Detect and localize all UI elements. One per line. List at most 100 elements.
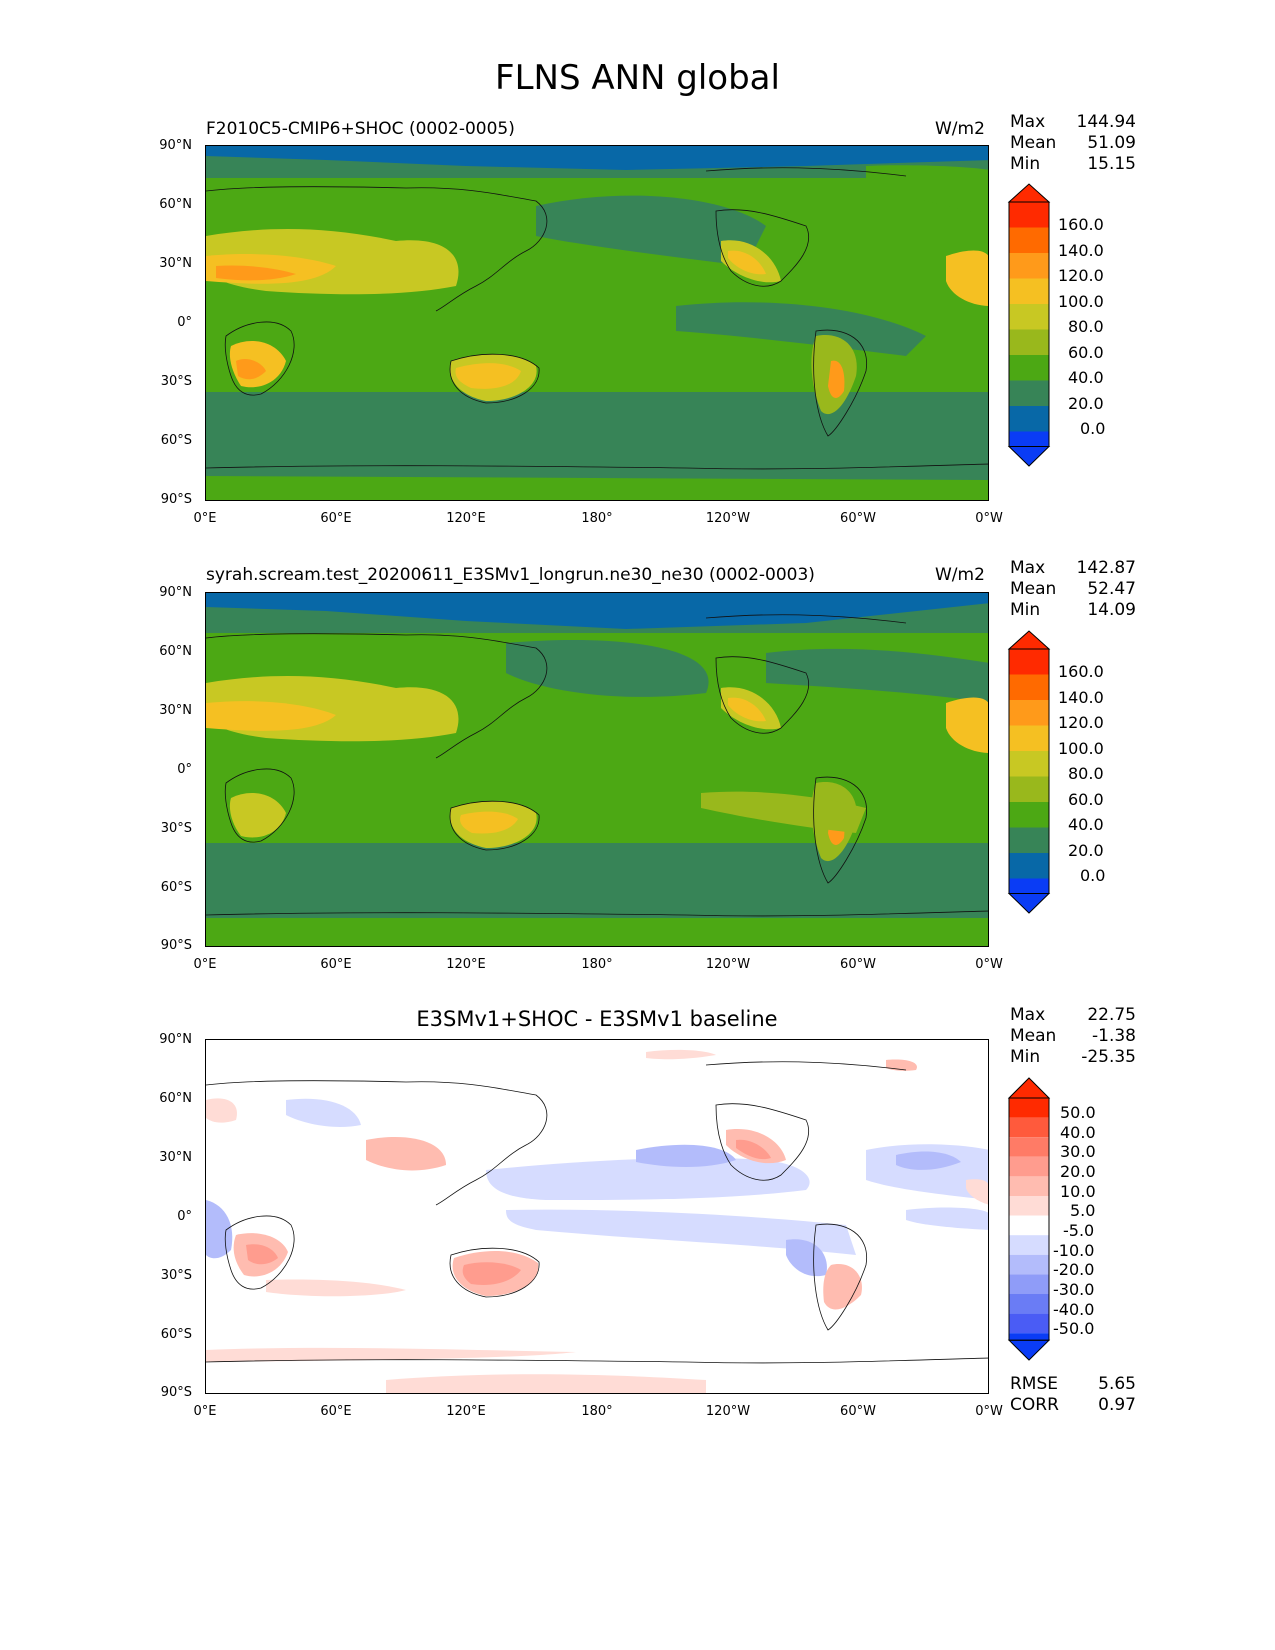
p1-lat-0: 0° [177,315,192,330]
stat-mean: Mean 51.09 [1010,133,1136,153]
p3-lon-0W: 0°W [975,1404,1003,1419]
stat-max: Max 22.75 [1010,1005,1136,1025]
p3-lon-60E: 60°E [320,1404,352,1419]
cbar-3-label-7: -10.0 [1053,1241,1095,1260]
figure-title: FLNS ANN global [495,58,780,98]
panel-3-field [206,1040,988,1393]
p2-lon-180: 180° [581,957,613,972]
cbar-1-label-2: 120.0 [1058,266,1104,285]
p2-lon-120E: 120°E [446,957,486,972]
cbar-3-label-11: -50.0 [1053,1319,1095,1338]
p2-lon-60E: 60°E [320,957,352,972]
cbar-2-label-2: 120.0 [1058,713,1104,732]
p3-lat-30S: 30°S [160,1268,192,1283]
panel-1-title: F2010C5-CMIP6+SHOC (0002-0005) [206,119,515,139]
cbar-3-label-0: 50.0 [1060,1103,1096,1122]
p1-lon-180: 180° [581,511,613,526]
panel-1-units: W/m2 [935,119,985,139]
cbar-2-label-1: 140.0 [1058,688,1104,707]
stat-rmse: RMSE 5.65 [1010,1374,1136,1394]
panel-3-extra-stats: RMSE 5.65 CORR 0.97 [1010,1374,1136,1416]
panel-3-coastlines [206,1061,988,1364]
p2-lat-90N: 90°N [159,585,192,600]
p1-lat-30S: 30°S [160,374,192,389]
p2-lon-120W: 120°W [705,957,751,972]
panel-3-map [205,1039,989,1394]
cbar-3-label-8: -20.0 [1053,1260,1095,1279]
p2-lat-60S: 60°S [160,880,192,895]
panel-2-stats: Max 142.87 Mean 52.47 Min 14.09 [1010,558,1136,621]
p1-lat-90N: 90°N [159,138,192,153]
stat-corr: CORR 0.97 [1010,1395,1136,1415]
p3-lon-0E: 0°E [193,1404,217,1419]
cbar-3-label-6: -5.0 [1063,1221,1095,1240]
cbar-2-label-4: 80.0 [1068,764,1104,783]
cbar-2-label-5: 60.0 [1068,790,1104,809]
cbar-2-label-8: 0.0 [1080,866,1106,885]
panel-3-colorbar [1007,1077,1051,1361]
p3-lon-60W: 60°W [840,1404,876,1419]
p3-lat-60S: 60°S [160,1327,192,1342]
p3-lat-90N: 90°N [159,1032,192,1047]
cbar-3-label-4: 10.0 [1060,1182,1096,1201]
p1-lon-0E: 0°E [193,511,217,526]
p2-lat-30N: 30°N [159,703,192,718]
stat-max: Max 144.94 [1010,112,1136,132]
panel-2-map [205,592,989,947]
p1-lat-60N: 60°N [159,197,192,212]
p3-lon-180: 180° [581,1404,613,1419]
p1-lon-120E: 120°E [446,511,486,526]
stat-mean: Mean -1.38 [1010,1026,1136,1046]
p2-lat-30S: 30°S [160,821,192,836]
cbar-1-label-5: 60.0 [1068,343,1104,362]
p1-lon-120W: 120°W [705,511,751,526]
cbar-3-label-2: 30.0 [1060,1142,1096,1161]
p1-lat-90S: 90°S [160,492,192,507]
cbar-1-label-4: 80.0 [1068,317,1104,336]
p3-lat-30N: 30°N [159,1150,192,1165]
p1-lat-30N: 30°N [159,256,192,271]
p3-lat-90S: 90°S [160,1385,192,1400]
p3-lon-120W: 120°W [705,1404,751,1419]
cbar-1-label-1: 140.0 [1058,241,1104,260]
panel-1-map [205,145,989,501]
stat-max: Max 142.87 [1010,558,1136,578]
cbar-1-label-6: 40.0 [1068,368,1104,387]
p2-lat-90S: 90°S [160,938,192,953]
cbar-3-label-9: -30.0 [1053,1280,1095,1299]
panel-2-units: W/m2 [935,565,985,585]
p1-lat-60S: 60°S [160,433,192,448]
p2-lat-60N: 60°N [159,644,192,659]
panel-1-field [206,146,988,500]
panel-2-colorbar [1007,630,1051,914]
cbar-2-label-6: 40.0 [1068,815,1104,834]
cbar-2-label-7: 20.0 [1068,841,1104,860]
panel-3-stats: Max 22.75 Mean -1.38 Min -25.35 [1010,1005,1136,1068]
cbar-3-label-5: 5.0 [1070,1201,1096,1220]
p3-lon-120E: 120°E [446,1404,486,1419]
panel-2-title: syrah.scream.test_20200611_E3SMv1_longru… [206,565,815,585]
stat-mean: Mean 52.47 [1010,579,1136,599]
p1-lon-0W: 0°W [975,511,1003,526]
cbar-1-label-0: 160.0 [1058,215,1104,234]
p1-lon-60E: 60°E [320,511,352,526]
p2-lat-0: 0° [177,762,192,777]
cbar-2-label-3: 100.0 [1058,739,1104,758]
cbar-3-label-10: -40.0 [1053,1300,1095,1319]
cbar-1-label-3: 100.0 [1058,292,1104,311]
panel-1-stats: Max 144.94 Mean 51.09 Min 15.15 [1010,112,1136,175]
cbar-2-label-0: 160.0 [1058,662,1104,681]
cbar-3-label-1: 40.0 [1060,1123,1096,1142]
panel-3-title: E3SMv1+SHOC - E3SMv1 baseline [416,1007,778,1031]
p3-lat-60N: 60°N [159,1091,192,1106]
p2-lon-0W: 0°W [975,957,1003,972]
p2-lon-60W: 60°W [840,957,876,972]
p3-lat-0: 0° [177,1209,192,1224]
panel-1-colorbar [1007,183,1051,467]
cbar-1-label-8: 0.0 [1080,419,1106,438]
cbar-1-label-7: 20.0 [1068,394,1104,413]
stat-min: Min -25.35 [1010,1047,1136,1067]
stat-min: Min 14.09 [1010,600,1136,620]
cbar-3-label-3: 20.0 [1060,1162,1096,1181]
panel-2-coastlines [206,614,988,917]
